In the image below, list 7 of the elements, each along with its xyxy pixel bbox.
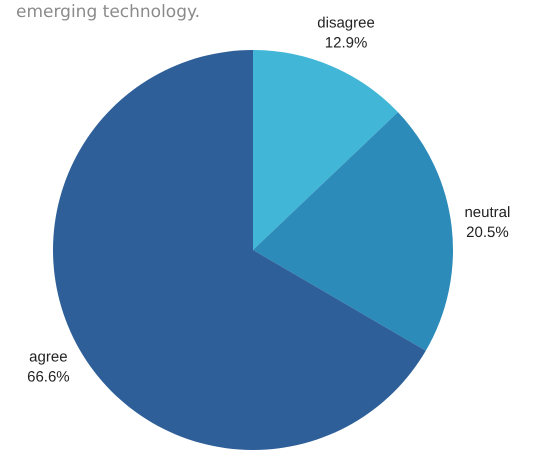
slice-label: neutral [464, 204, 510, 221]
chart-title: emerging technology. [16, 2, 200, 22]
data-label: 20.5% [466, 224, 509, 241]
slice-label: disagree [317, 14, 375, 32]
slice-label: agree [29, 348, 68, 366]
data-label: 12.9% [324, 34, 368, 52]
data-label: 66.6% [27, 368, 70, 386]
